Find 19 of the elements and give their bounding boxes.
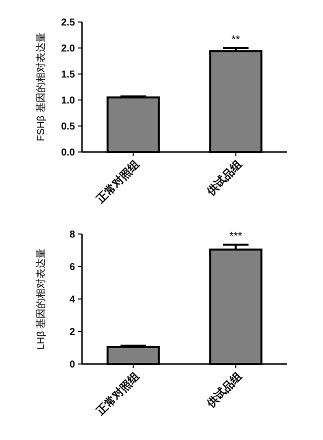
y-tick-label: 2 [69,327,76,338]
y-tick-label: 0 [69,360,76,370]
annotation: ** [231,34,241,46]
y-tick-label: 2.0 [61,44,76,54]
x-tick-label: 正常对照组 [93,158,142,206]
y-tick-label: 1.5 [61,70,76,80]
y-tick-label: 2.5 [61,18,76,28]
x-tick-label: 供试品组 [204,158,245,199]
y-tick-label: 0.0 [61,148,76,158]
y-tick-label: 1.0 [61,96,76,106]
x-tick-label: 正常对照组 [93,370,142,418]
x-tick-label: 供试品组 [204,370,245,411]
y-tick-label: 6 [69,262,76,273]
y-tick-label: 0.5 [61,122,76,132]
y-tick-label: 8 [69,230,76,240]
y-axis-title: FSHβ 基因的相对表达量 [35,32,47,142]
y-axis-title: LHβ 基因的相对表达量 [35,248,47,350]
y-tick-label: 4 [69,294,76,306]
annotation: *** [229,230,243,243]
